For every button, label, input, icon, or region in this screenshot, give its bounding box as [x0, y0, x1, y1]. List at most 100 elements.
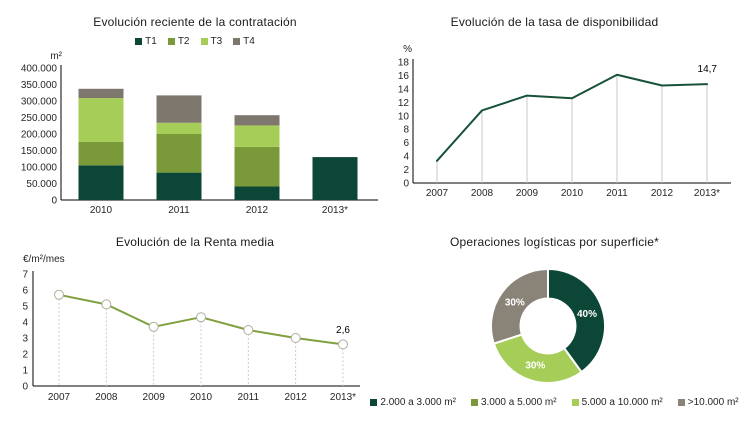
x-axis-label: 2008	[95, 392, 118, 403]
chart-title-contratacion: Evolución reciente de la contratación	[93, 15, 297, 29]
y-axis-unit-label: m²	[50, 51, 62, 62]
bar-segment-T1-2012	[234, 186, 280, 200]
y-tick-label: 0	[22, 382, 28, 393]
y-tick-label: 16	[398, 71, 410, 82]
x-axis-label: 2010	[561, 188, 584, 199]
legend-quarters: T1 T2 T3 T4	[0, 36, 390, 47]
chart-panel-disponibilidad: Evolución de la tasa de disponibilidad 0…	[370, 0, 739, 220]
contratacion-stacked-bar-chart: 0 50.000 100.000 150.000 200.000 250.000 300.0…	[21, 51, 378, 216]
x-axis-label: 2008	[471, 188, 494, 199]
last-value-label: 2,6	[336, 325, 350, 336]
bar-segment-T2-2012	[234, 146, 280, 187]
chart-panel-contratacion: Evolución reciente de la contratación T1…	[0, 0, 390, 220]
x-axis-label: 2013*	[330, 392, 356, 403]
bar-segment-T1-2010	[78, 165, 124, 200]
x-axis-label: 2012	[246, 205, 269, 216]
data-line	[436, 73, 708, 162]
legend-swatch-icon	[167, 38, 175, 45]
slice-data-label: 30%	[525, 360, 545, 371]
legend-item-T1: T1	[135, 36, 157, 47]
y-axis-unit-label: %	[403, 44, 412, 55]
x-axis-label: 2013*	[322, 205, 348, 216]
y-tick-label: 400.000	[21, 64, 58, 75]
legend-item-2-000-a-3-000-m-: 2.000 a 3.000 m²	[370, 397, 456, 408]
chart-panel-renta-media: Evolución de la Renta media 0 1 2 3 4 5 6 7 €/m²…	[0, 220, 390, 435]
data-point-marker	[290, 333, 301, 343]
legend-swatch-icon	[470, 399, 478, 406]
chart-panel-operaciones: Operaciones logísticas por superficie* 4…	[370, 220, 739, 435]
y-tick-label: 150.000	[21, 146, 58, 157]
x-axis-label: 2007	[426, 188, 449, 199]
x-axis-label: 2009	[143, 392, 166, 403]
x-axis-label: 2012	[651, 188, 674, 199]
y-tick-label: 7	[22, 270, 28, 281]
legend-item-3-000-a-5-000-m-: 3.000 a 5.000 m²	[470, 397, 557, 408]
renta-media-line-chart: 0 1 2 3 4 5 6 7 €/m²/mes 2007 2008 2009 2010 2011 2012…	[22, 254, 360, 403]
legend-item-T3: T3	[200, 36, 223, 47]
y-tick-label: 3	[22, 334, 28, 345]
legend-label: 3.000 a 5.000 m²	[480, 397, 557, 408]
chart-title-operaciones: Operaciones logísticas por superficie*	[449, 235, 660, 249]
bar-segment-T4-2010	[78, 88, 124, 99]
bar-segment-T2-2010	[78, 141, 124, 166]
legend-label: T3	[210, 36, 223, 47]
y-tick-label: 6	[403, 138, 409, 149]
bar-segment-T3-2012	[234, 125, 280, 147]
chart-title-renta-media: Evolución de la Renta media	[115, 235, 275, 249]
y-tick-label: 0	[403, 179, 409, 190]
data-point-marker	[54, 289, 64, 300]
legend-label: T2	[177, 36, 190, 47]
bar-segment-T4-2011	[156, 95, 202, 123]
legend-label: >10.000 m²	[687, 397, 739, 408]
y-tick-label: 10	[398, 111, 410, 122]
legend-surface: 2.000 a 3.000 m² 3.000 a 5.000 m² 5.000 a …	[370, 397, 739, 408]
chart-title-disponibilidad: Evolución de la tasa de disponibilidad	[450, 15, 659, 29]
legend-swatch-icon	[677, 399, 685, 406]
data-point-marker	[195, 312, 206, 323]
y-tick-label: 2	[22, 350, 28, 361]
data-point-marker	[337, 339, 348, 350]
data-point-marker	[148, 321, 159, 332]
legend-item-T4: T4	[233, 36, 255, 47]
y-tick-label: 350.000	[21, 80, 58, 91]
last-value-label: 14,7	[698, 64, 718, 75]
bar-segment-T2-2011	[156, 134, 202, 173]
y-tick-label: 14	[398, 84, 410, 95]
x-axis-label: 2011	[168, 205, 190, 216]
y-tick-label: 200.000	[21, 130, 58, 141]
y-tick-label: 100.000	[21, 163, 58, 174]
x-axis-label: 2010	[190, 392, 213, 403]
legend-label: T4	[243, 36, 255, 47]
bar-segment-T3-2011	[156, 122, 202, 134]
y-tick-label: 50.000	[26, 179, 57, 190]
x-axis-label: 2012	[285, 392, 308, 403]
legend-swatch-icon	[571, 399, 579, 406]
x-axis-label: 2010	[90, 205, 113, 216]
legend-label: 5.000 a 10.000 m²	[581, 397, 663, 408]
y-tick-label: 6	[22, 286, 28, 297]
donut-slice	[492, 333, 583, 384]
y-tick-label: 12	[398, 98, 410, 109]
legend-swatch-icon	[200, 38, 208, 45]
donut-slice	[490, 268, 549, 345]
x-axis-label: 2009	[516, 188, 539, 199]
legend-swatch-icon	[370, 399, 378, 406]
y-tick-label: 300.000	[21, 97, 58, 108]
x-axis-label: 2011	[238, 392, 260, 403]
legend-item-5-000-a-10-000-m-: 5.000 a 10.000 m²	[571, 397, 663, 408]
slice-data-label: 30%	[505, 297, 525, 308]
y-tick-label: 2	[403, 165, 409, 176]
legend-item-T2: T2	[167, 36, 190, 47]
slice-data-label: 40%	[577, 309, 597, 320]
y-tick-label: 0	[51, 196, 57, 207]
x-axis-label: 2013*	[694, 188, 720, 199]
disponibilidad-line-chart: 0 2 4 6 8 10 12 14 16 18% 2007 2008 2009 2010 2011 2012…	[398, 44, 731, 199]
y-tick-label: 250.000	[21, 113, 58, 124]
donut-slice	[547, 268, 606, 374]
legend-swatch-icon	[135, 38, 143, 45]
x-axis-label: 2011	[606, 188, 628, 199]
data-point-marker	[243, 325, 254, 335]
y-tick-label: 4	[22, 318, 28, 329]
x-axis-label: 2007	[48, 392, 71, 403]
y-tick-label: 18	[398, 58, 410, 69]
